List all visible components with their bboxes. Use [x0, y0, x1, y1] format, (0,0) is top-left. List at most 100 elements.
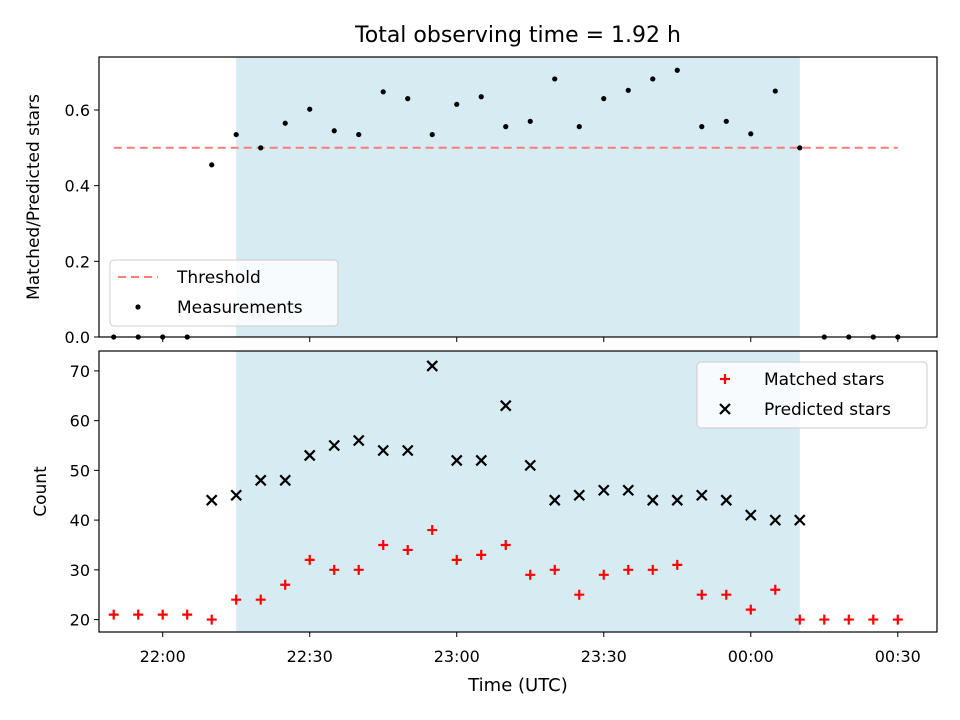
axes-frame [98, 56, 938, 338]
series-0-point [797, 145, 803, 151]
series-0-point [672, 559, 683, 570]
series-0-point [380, 89, 386, 95]
y-tick-label: 50 [70, 461, 90, 480]
series-0-point [282, 120, 288, 126]
series-0-point [353, 564, 364, 575]
y-tick-label: 60 [70, 412, 90, 431]
series-1-point [548, 494, 561, 506]
series-0-point [576, 124, 582, 130]
series-0-point [819, 614, 830, 625]
series-0-point [258, 145, 264, 151]
series-0-point [451, 554, 462, 565]
series-0-point [329, 564, 340, 575]
legend-box [109, 259, 339, 327]
series-0-point [503, 124, 509, 130]
series-0-point [405, 96, 411, 102]
y-axis-label: Matched/Predicted stars [24, 94, 44, 300]
series-0-point [231, 594, 242, 605]
legend: Threshold Measurements [109, 259, 339, 327]
x-tick-label: 23:30 [581, 647, 627, 666]
y-tick-label: 20 [70, 611, 90, 630]
series-1-point [254, 474, 267, 487]
legend-handle [135, 304, 141, 310]
series-0-point [574, 589, 585, 600]
series-1-point [499, 399, 512, 412]
series-0-point [868, 614, 879, 625]
count-panel: 20 30 40 50 60 70 22:00 22:30 23:00 23:30 00:00 00:… [31, 350, 938, 666]
series-0-point [674, 67, 680, 73]
series-1-point [671, 494, 684, 506]
series-1-point [695, 489, 708, 502]
x-tick-label: 23:00 [434, 647, 480, 666]
series-0-point [892, 614, 903, 625]
series-1-point [377, 444, 390, 457]
series-1-point [573, 489, 586, 502]
series-0-point [745, 604, 756, 615]
series-1-point [279, 474, 291, 487]
legend-handle [719, 403, 731, 415]
series-0-point [601, 96, 607, 102]
series-0-point [478, 94, 484, 100]
series-1-point [622, 484, 635, 497]
series-0-point [500, 539, 511, 550]
series-1-point [794, 514, 806, 526]
series-1-point [524, 459, 537, 472]
legend-label: Predicted stars [764, 400, 891, 420]
series-1-point [597, 484, 610, 497]
series-0-point [770, 584, 781, 595]
y-tick-label: 0.6 [65, 101, 90, 120]
series-0-point [623, 564, 634, 575]
series-0-point [233, 131, 239, 138]
series-0-point [625, 87, 631, 93]
series-0-point [549, 564, 560, 575]
y-tick-label: 0.0 [65, 328, 90, 347]
series-0-point [182, 609, 193, 620]
series-0-point [476, 549, 487, 560]
series-0-point [108, 609, 119, 620]
legend: Matched stars Predicted stars [696, 361, 928, 429]
series-0-point [721, 589, 732, 600]
series-0-point [402, 544, 413, 555]
series-0-point [206, 614, 217, 625]
series-1-point [646, 494, 659, 506]
y-axis-label: Count [31, 466, 51, 517]
series-0-point [650, 76, 656, 82]
x-tick-label: 22:00 [140, 647, 186, 666]
series-0-point [598, 569, 609, 580]
series-0-point [304, 554, 315, 565]
series-0-point [699, 124, 705, 130]
legend-label: Threshold [176, 268, 261, 288]
series-0-point [133, 609, 144, 620]
series-0-point [356, 131, 362, 138]
series-0-point [280, 579, 291, 590]
x-axis-label: Time (UTC) [467, 675, 568, 696]
series-0-point [157, 609, 168, 620]
series-0-point [794, 614, 805, 625]
series-0-point [647, 564, 658, 575]
y-tick-label: 30 [70, 561, 90, 580]
x-tick-label: 00:00 [728, 647, 774, 666]
series-0-point [843, 614, 854, 625]
series-0-point [527, 118, 533, 124]
axes-frame [98, 350, 938, 633]
x-tick-label: 00:30 [875, 647, 921, 666]
legend-handle [720, 374, 730, 384]
series-1-point [352, 434, 365, 447]
series-0-point [454, 101, 460, 107]
y-tick-label: 0.2 [65, 252, 90, 271]
series-0-point [429, 131, 435, 138]
series-0-point [525, 569, 536, 580]
y-tick-label: 0.4 [65, 177, 90, 196]
series-1-point [303, 449, 316, 462]
series-0-point [378, 539, 389, 550]
ratio-panel: 0.0 0.2 0.4 0.6 Matched/Predicted stars Thres… [24, 56, 938, 347]
series-0-point [331, 128, 337, 134]
x-tick-label: 22:30 [287, 647, 333, 666]
series-1-point [745, 509, 757, 521]
y-tick-label: 40 [70, 511, 90, 530]
series-0-point [696, 589, 707, 600]
chart-title: Total observing time = 1.92 h [354, 23, 681, 48]
series-0-point [307, 106, 313, 112]
series-1-point [426, 360, 439, 372]
